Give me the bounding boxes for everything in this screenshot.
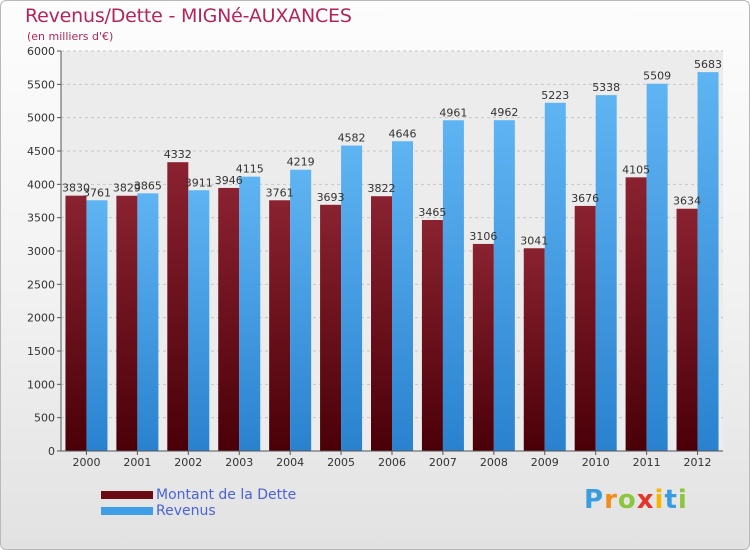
x-tick-label: 2011 [633, 456, 661, 469]
logo-letter: o [617, 485, 637, 515]
y-tick-label: 1000 [27, 378, 55, 391]
y-tick-label: 0 [48, 445, 55, 458]
bar-revenus [595, 95, 617, 451]
y-tick-label: 6000 [27, 45, 55, 58]
bar-dette [116, 195, 138, 451]
x-tick-label: 2009 [531, 456, 559, 469]
bar-revenus [544, 102, 566, 452]
data-label-revenus: 3865 [134, 179, 162, 192]
data-label-revenus: 5683 [694, 58, 722, 71]
x-tick-label: 2006 [378, 456, 406, 469]
data-label-revenus: 4582 [338, 132, 366, 145]
data-label-dette: 3693 [317, 191, 345, 204]
bar-revenus [392, 141, 413, 451]
chart-subtitle: (en milliers d'€) [27, 30, 114, 43]
data-label-dette: 3106 [469, 230, 497, 243]
bar-revenus [86, 200, 108, 451]
proxiti-logo: Proxiti [584, 485, 688, 515]
data-label-dette: 3830 [62, 182, 90, 195]
bar-dette [371, 196, 392, 451]
bar-dette [523, 248, 545, 451]
bar-dette [320, 204, 342, 451]
bar-dette [421, 220, 443, 451]
y-tick-label: 3000 [27, 245, 55, 258]
y-tick-label: 2500 [27, 278, 55, 291]
data-label-dette: 4332 [164, 148, 192, 161]
logo-letter: i [654, 485, 665, 515]
bar-dette [676, 208, 698, 451]
bar-revenus [493, 120, 515, 451]
data-label-dette: 3676 [571, 192, 599, 205]
legend-label-revenus: Revenus [156, 503, 216, 519]
y-tick-label: 5500 [27, 78, 55, 91]
x-tick-label: 2000 [72, 456, 100, 469]
bar-revenus [188, 190, 210, 451]
x-tick-label: 2001 [123, 456, 151, 469]
data-label-dette: 3041 [520, 234, 548, 247]
legend-label-dette: Montant de la Dette [156, 487, 297, 503]
bar-revenus [341, 145, 363, 452]
bar-revenus [239, 176, 261, 451]
x-tick-label: 2007 [429, 456, 457, 469]
data-label-revenus: 5509 [643, 70, 671, 83]
chart-title: Revenus/Dette - MIGNé-AUXANCES [25, 5, 352, 27]
legend-swatch-revenus [101, 507, 153, 515]
bar-dette [167, 162, 189, 451]
data-label-dette: 4105 [622, 163, 650, 176]
bar-dette [218, 187, 240, 451]
bar-revenus [697, 72, 719, 451]
data-label-revenus: 3911 [185, 176, 213, 189]
bar-revenus [442, 120, 464, 452]
y-tick-label: 4500 [27, 145, 55, 158]
bar-revenus [646, 83, 668, 451]
data-label-revenus: 4962 [490, 106, 518, 119]
x-tick-label: 2012 [684, 456, 712, 469]
data-label-dette: 3761 [266, 186, 294, 199]
x-tick-label: 2003 [225, 456, 253, 469]
data-label-dette: 3822 [368, 182, 396, 195]
bar-dette [472, 243, 494, 451]
data-label-dette: 3465 [418, 206, 446, 219]
y-tick-label: 2000 [27, 312, 55, 325]
x-tick-label: 2002 [174, 456, 202, 469]
data-label-revenus: 3761 [83, 186, 111, 199]
data-label-revenus: 4961 [439, 106, 467, 119]
legend-swatch-dette [101, 491, 153, 499]
bar-dette [625, 177, 647, 452]
y-tick-label: 5000 [27, 112, 55, 125]
bar-dette [269, 200, 291, 451]
data-label-revenus: 4646 [389, 127, 417, 140]
data-label-revenus: 5223 [541, 89, 569, 102]
data-label-revenus: 5338 [592, 81, 620, 94]
x-tick-label: 2010 [582, 456, 610, 469]
data-label-revenus: 4115 [236, 163, 264, 176]
bar-revenus [290, 169, 312, 451]
logo-letter: i [677, 485, 688, 515]
logo-letter: t [664, 485, 678, 515]
bar-revenus [137, 193, 159, 452]
x-tick-label: 2008 [480, 456, 508, 469]
x-tick-label: 2004 [276, 456, 304, 469]
data-label-dette: 3634 [673, 195, 701, 208]
x-tick-label: 2005 [327, 456, 355, 469]
data-label-dette: 3829 [113, 182, 141, 195]
logo-letter: r [604, 485, 618, 515]
logo-letter: x [636, 485, 655, 515]
y-tick-label: 1500 [27, 345, 55, 358]
y-tick-label: 4000 [27, 178, 55, 191]
logo-letter: P [584, 485, 605, 515]
bar-dette [65, 195, 87, 451]
y-tick-label: 500 [34, 412, 55, 425]
y-tick-label: 3500 [27, 212, 55, 225]
data-label-revenus: 4219 [287, 156, 315, 169]
bar-dette [574, 205, 596, 451]
data-label-dette: 3946 [215, 174, 243, 187]
